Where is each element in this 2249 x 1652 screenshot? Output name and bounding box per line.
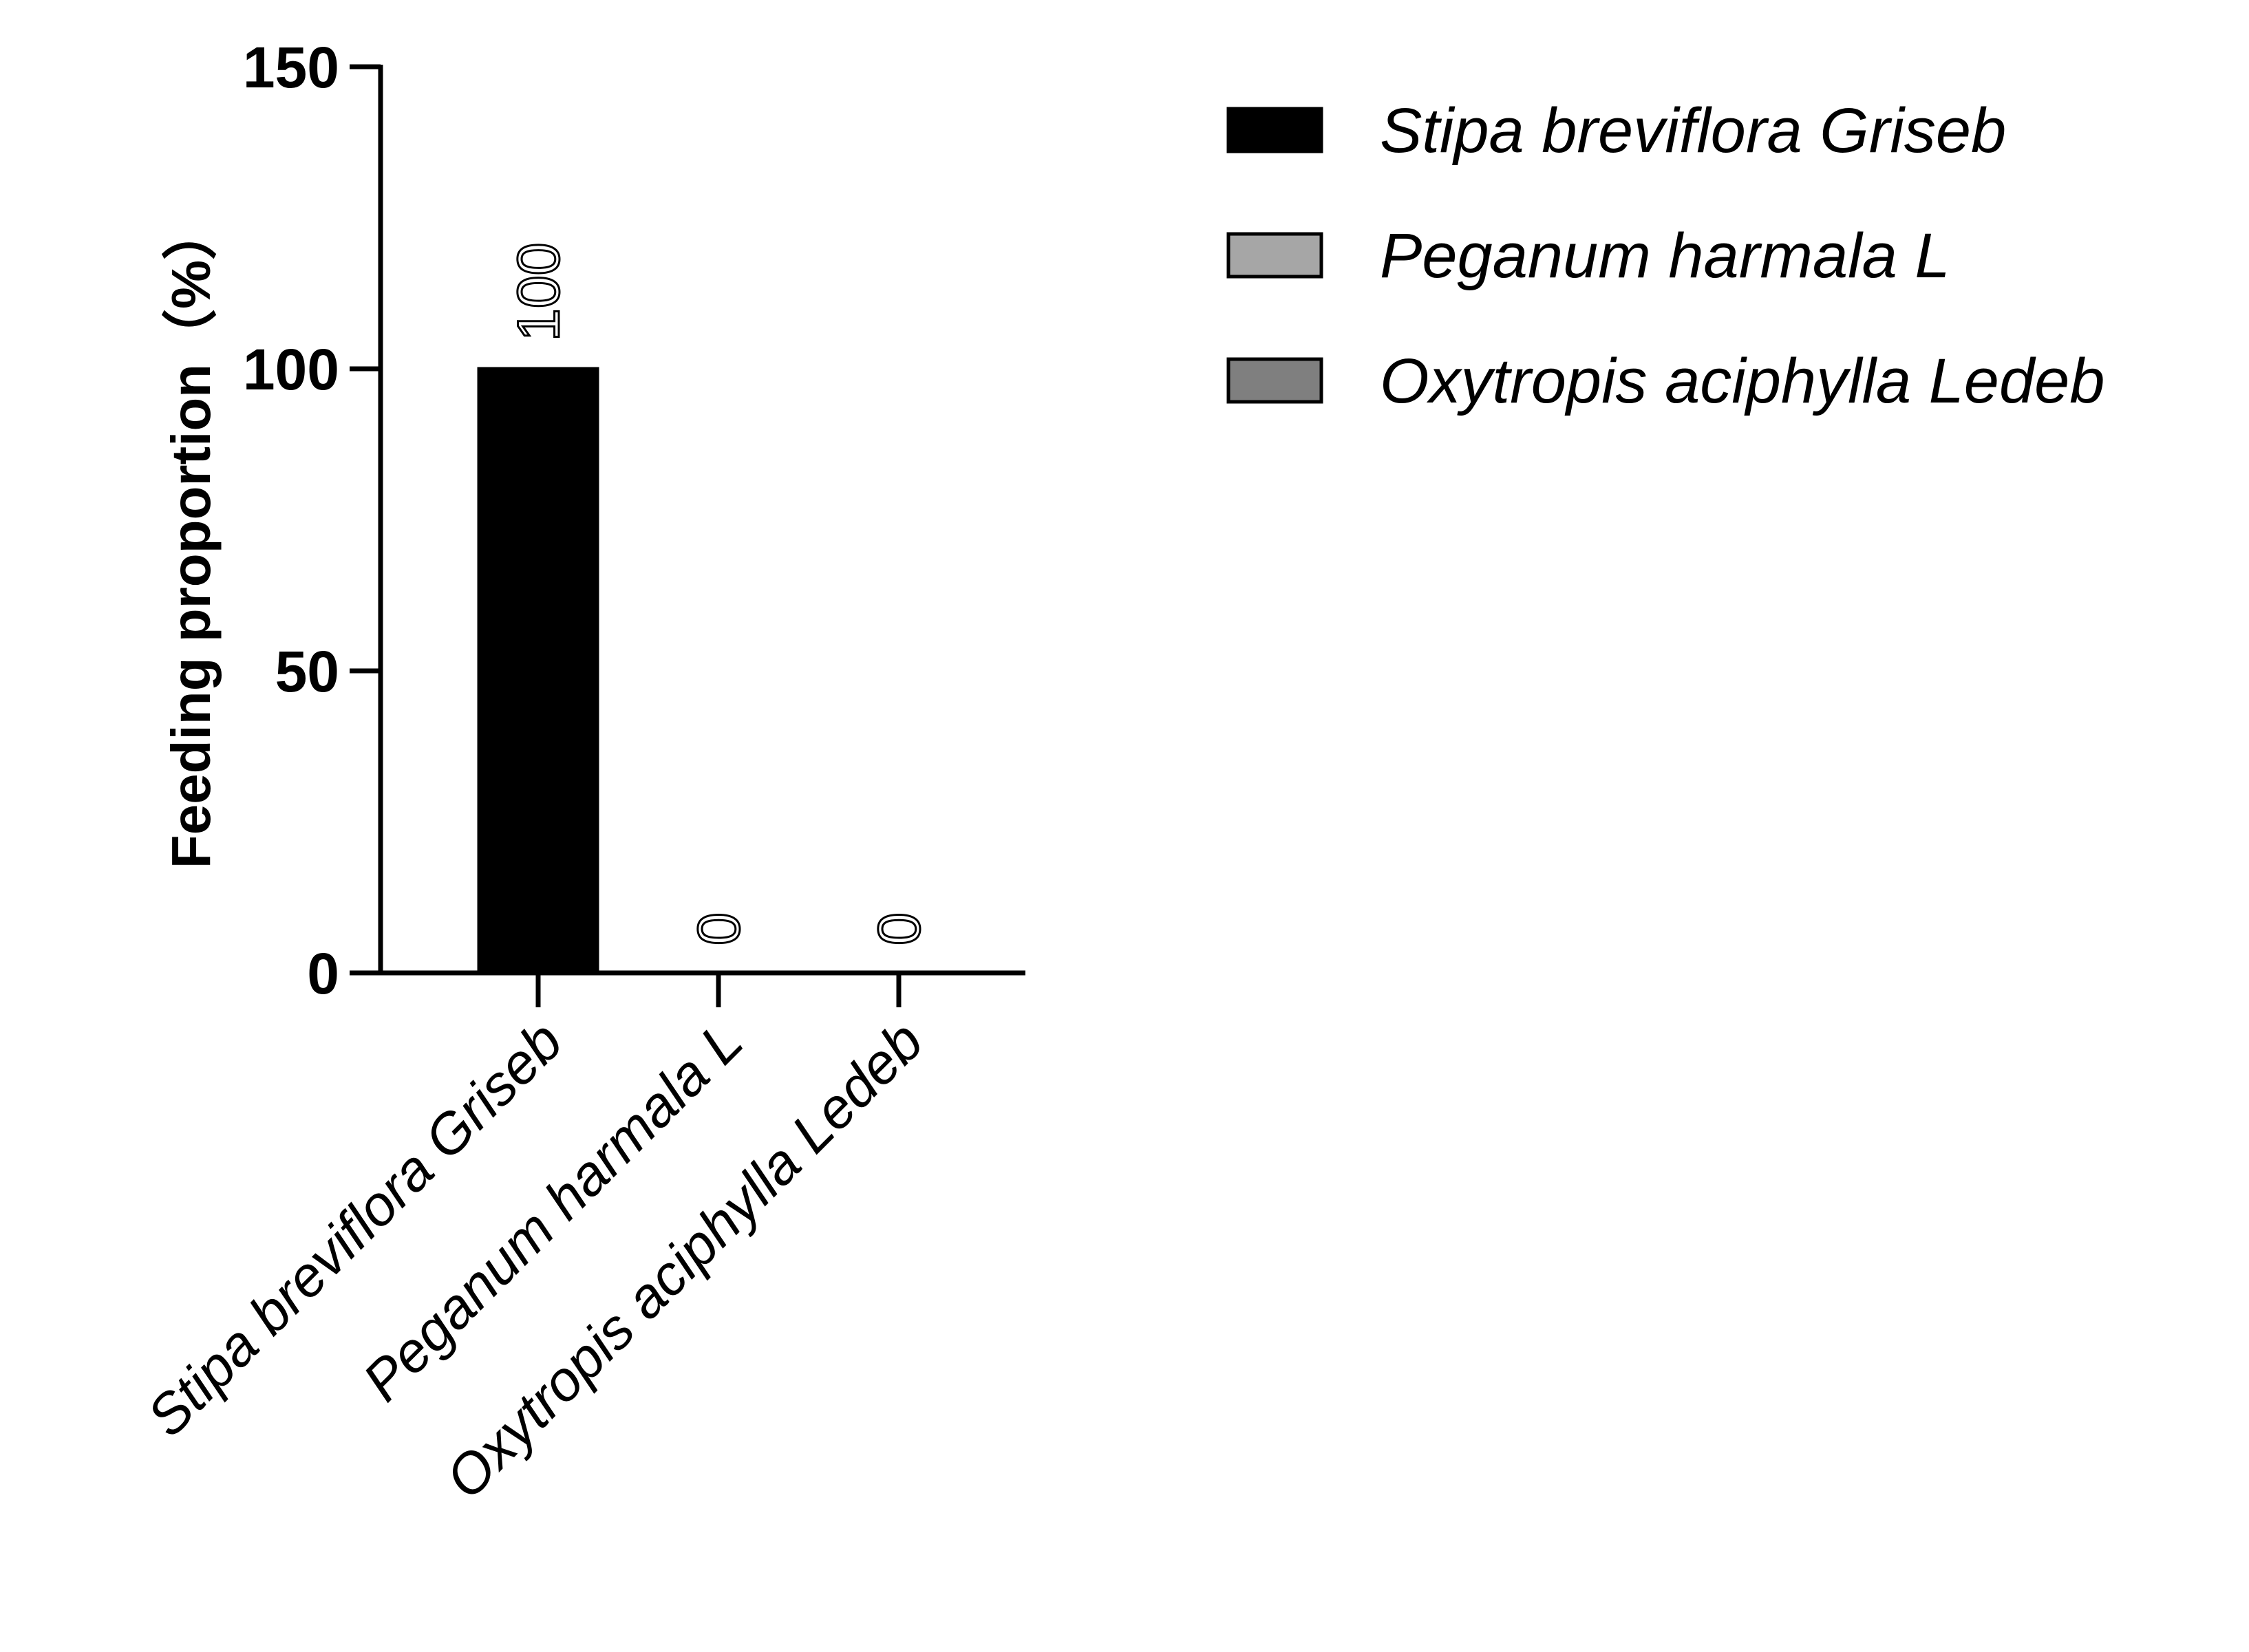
data-labels: 100 0 0 (505, 242, 934, 947)
y-axis-title: Feeding proportion（%） (160, 205, 222, 868)
x-axis (379, 970, 1025, 1007)
data-label: 0 (866, 912, 932, 945)
legend-label: Peganum harmala L (1380, 221, 1950, 291)
bar (477, 367, 599, 975)
legend-swatch (1226, 357, 1323, 404)
y-tick-label: 150 (243, 35, 339, 100)
y-tick-label: 50 (275, 639, 339, 704)
legend-label: Stipa breviflora Griseb (1380, 96, 2006, 166)
y-tick-label: 0 (307, 941, 339, 1006)
bars (477, 367, 599, 975)
legend-swatch (1226, 107, 1323, 153)
data-label: 0 (686, 912, 752, 945)
legend: Stipa breviflora Griseb Peganum harmala L… (1226, 96, 2104, 416)
y-tick-label: 100 (243, 337, 339, 402)
legend-swatch (1226, 232, 1323, 279)
legend-label: Oxytropis aciphylla Ledeb (1380, 346, 2104, 416)
y-axis: 0 50 100 150 (243, 35, 383, 1006)
data-label: 100 (506, 243, 572, 342)
